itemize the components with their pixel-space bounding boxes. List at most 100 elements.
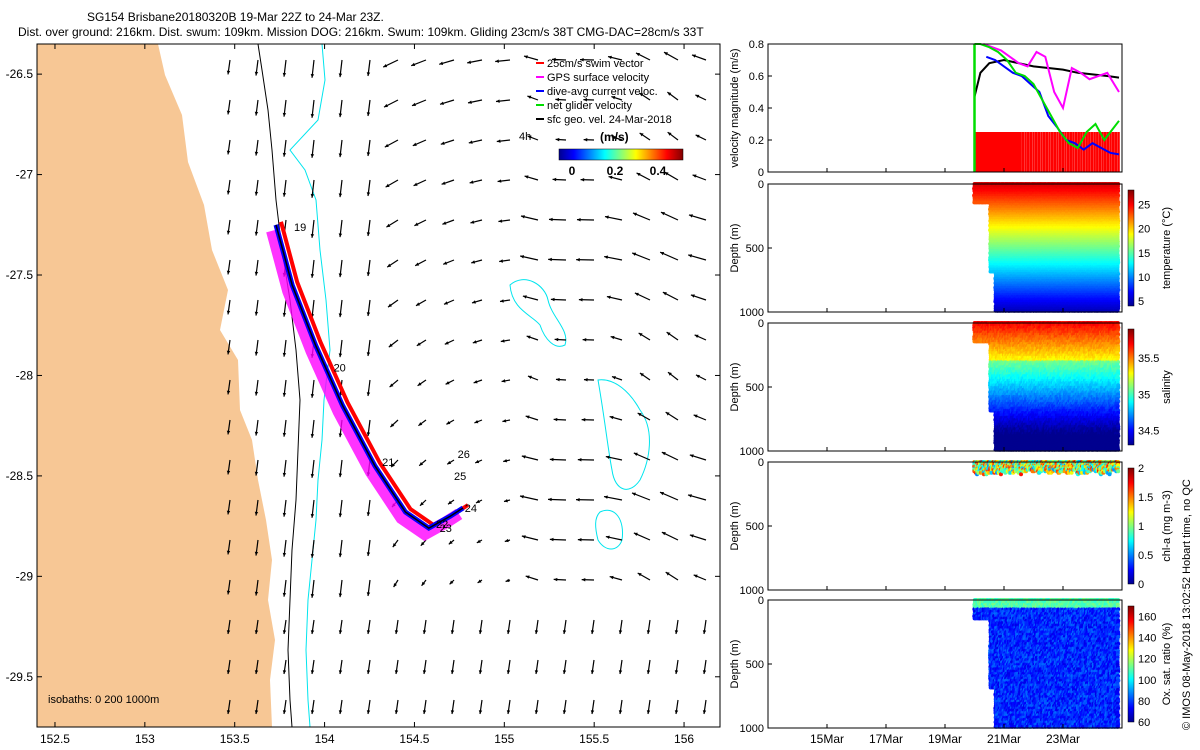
current-arrow xyxy=(576,217,595,222)
current-arrow xyxy=(450,619,455,635)
map-x-tick-label: 155 xyxy=(494,732,514,746)
figure-title: SG154 Brisbane20180320B 19-Mar 22Z to 24… xyxy=(87,10,384,24)
swim-vector-bar xyxy=(1093,132,1096,172)
current-arrow xyxy=(282,99,287,117)
current-arrow xyxy=(338,219,343,238)
current-arrow xyxy=(254,99,259,116)
map-y-tick-label: -28 xyxy=(16,368,34,382)
colorbar-tick-label: 0 xyxy=(569,164,576,178)
current-arrow xyxy=(338,499,343,518)
map-x-tick-label: 155.5 xyxy=(579,732,609,746)
swim-vector-bars xyxy=(974,132,1120,172)
current-arrow xyxy=(604,255,623,261)
current-arrow xyxy=(389,419,399,428)
current-arrow xyxy=(633,452,651,461)
current-arrow xyxy=(254,499,259,516)
current-arrow xyxy=(390,459,399,468)
swim-vector-bar xyxy=(1021,132,1025,172)
current-arrow xyxy=(525,415,539,421)
current-arrow xyxy=(226,579,231,595)
swim-vector-bar xyxy=(1064,132,1067,172)
current-arrow xyxy=(282,419,287,437)
current-arrow xyxy=(527,95,539,101)
current-arrow xyxy=(661,451,679,461)
current-arrow xyxy=(534,619,539,635)
map-y-tick-label: -29 xyxy=(16,569,34,583)
current-arrow xyxy=(338,259,343,278)
current-arrow xyxy=(473,379,483,384)
current-arrow xyxy=(636,172,651,181)
current-arrow xyxy=(583,138,595,142)
current-arrow xyxy=(674,659,679,675)
map-x-tick-label: 156 xyxy=(674,732,694,746)
current-arrow xyxy=(502,419,511,423)
current-arrow xyxy=(366,379,371,397)
current-arrow xyxy=(226,259,231,275)
colorbar-tick-label: 0.2 xyxy=(607,164,624,178)
swim-vector-bar xyxy=(1080,132,1083,172)
current-arrow xyxy=(548,217,567,222)
current-arrow xyxy=(414,219,427,227)
swim-vector-bar xyxy=(1056,132,1059,172)
current-arrow xyxy=(226,299,231,315)
swim-vector-block xyxy=(974,132,1022,172)
current-arrow xyxy=(504,538,511,543)
current-arrow xyxy=(447,499,455,505)
current-arrow xyxy=(282,459,287,477)
current-arrow xyxy=(338,299,343,318)
swim-vector-bar xyxy=(1042,132,1046,172)
current-arrow xyxy=(366,539,371,557)
current-arrow xyxy=(576,257,595,262)
current-arrow xyxy=(666,331,679,341)
current-arrow xyxy=(550,297,567,302)
current-arrow xyxy=(226,419,231,435)
current-arrow xyxy=(411,99,427,107)
current-arrow xyxy=(674,619,679,635)
current-arrow xyxy=(366,339,371,357)
current-arrow xyxy=(562,619,567,635)
current-arrow xyxy=(226,659,231,675)
current-arrow xyxy=(254,619,259,635)
legend-label-2: dive-avg current veloc. xyxy=(547,86,658,98)
current-arrow xyxy=(674,699,679,715)
current-arrow xyxy=(226,699,231,715)
current-arrow xyxy=(394,619,399,635)
current-arrow xyxy=(226,499,231,515)
current-arrow xyxy=(254,179,259,196)
current-arrow xyxy=(310,379,315,398)
current-arrow xyxy=(609,575,623,581)
map-x-axis: 152.5 153 153.5 154 154.5 155 155.5 156 xyxy=(40,44,694,746)
swim-vector-bar xyxy=(1088,132,1091,172)
current-arrow xyxy=(282,699,287,715)
track-day-label-4: 23 xyxy=(440,523,452,535)
current-arrow xyxy=(282,379,287,397)
current-arrow xyxy=(503,498,511,503)
swim-vector-bar xyxy=(1114,132,1118,172)
swim-vector-bar xyxy=(1104,132,1107,172)
current-arrow xyxy=(693,574,707,581)
current-arrow xyxy=(471,299,483,304)
current-arrow xyxy=(387,299,399,308)
current-arrow xyxy=(478,659,483,675)
current-vector-field xyxy=(226,51,707,715)
current-arrow xyxy=(226,539,231,555)
glider-track xyxy=(266,221,470,542)
current-arrow xyxy=(478,699,483,715)
map-y-tick-label: -28.5 xyxy=(6,469,34,483)
map-x-tick-label: 153 xyxy=(135,732,155,746)
current-arrow xyxy=(664,171,679,181)
current-arrow xyxy=(254,139,259,156)
current-arrow xyxy=(470,219,483,224)
current-arrow xyxy=(254,659,259,675)
current-arrow xyxy=(468,139,483,144)
current-arrow xyxy=(442,219,455,225)
track-day-label-2: 21 xyxy=(382,457,394,469)
current-arrow xyxy=(392,539,399,548)
y-tick-label: 0.2 xyxy=(749,135,764,147)
current-arrow xyxy=(555,377,567,382)
current-arrow xyxy=(338,99,343,118)
current-arrow xyxy=(386,219,399,228)
current-arrow xyxy=(449,579,455,585)
swim-vector-bar xyxy=(1077,132,1080,172)
